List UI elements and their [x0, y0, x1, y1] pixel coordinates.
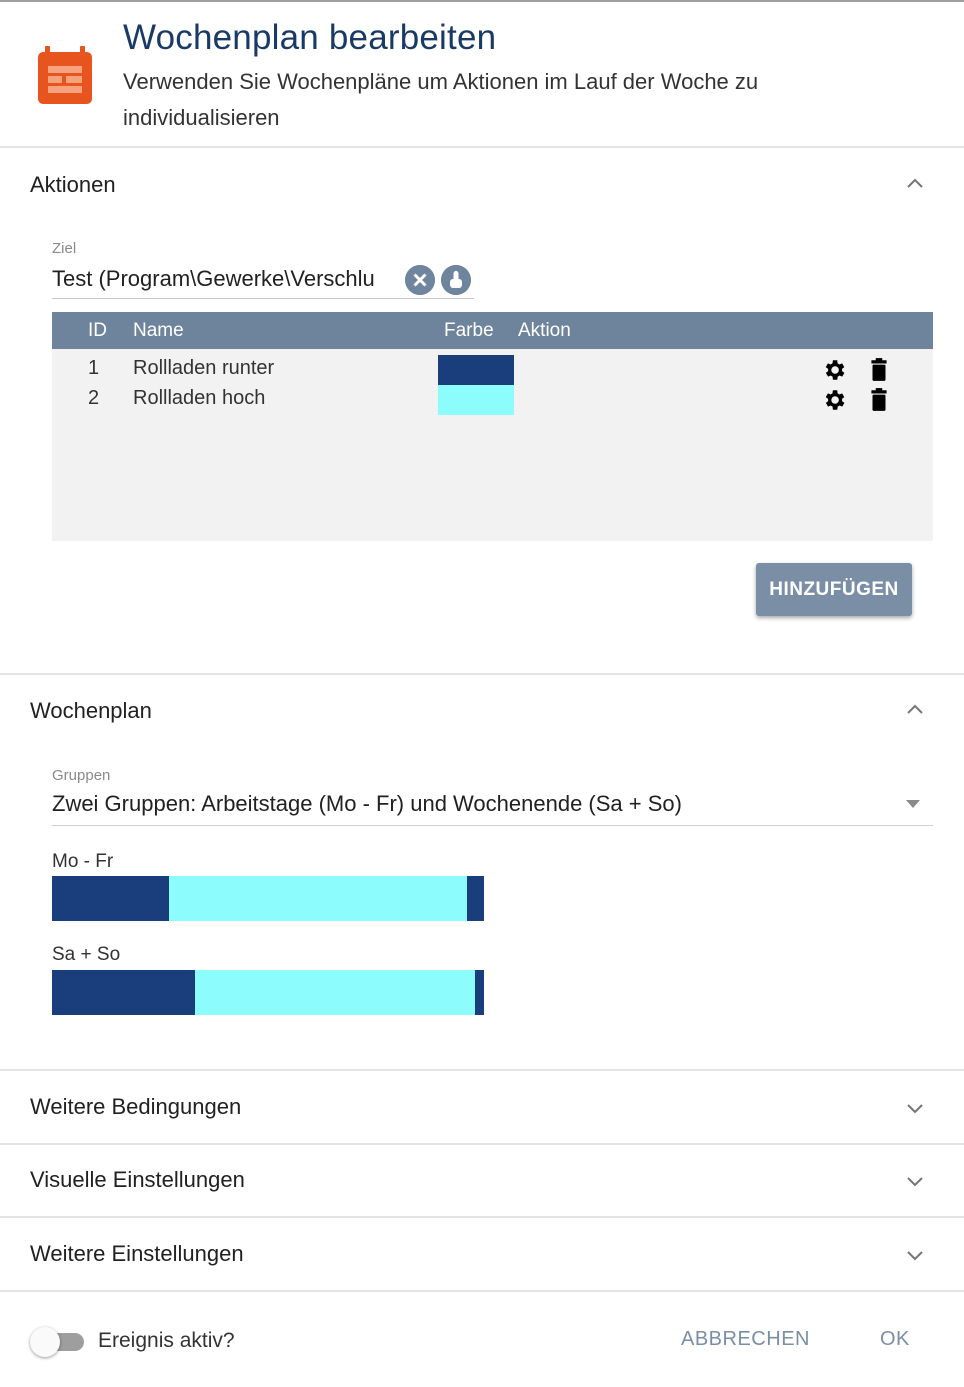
section-title: Weitere Einstellungen — [30, 1241, 244, 1266]
trash-icon[interactable] — [866, 387, 892, 413]
top-border — [0, 0, 964, 2]
toggle-label: Ereignis aktiv? — [98, 1329, 235, 1352]
gear-icon[interactable] — [821, 387, 847, 413]
ok-button[interactable]: OK — [880, 1328, 910, 1350]
timeline-bar-weekdays[interactable] — [52, 876, 484, 921]
section-title-aktionen[interactable]: Aktionen — [30, 172, 116, 197]
select-pointer-icon[interactable] — [441, 265, 471, 295]
timeline-bar-weekend[interactable] — [52, 970, 484, 1015]
clear-icon[interactable] — [405, 265, 435, 295]
section-title: Visuelle Einstellungen — [30, 1167, 245, 1192]
chevron-down-icon[interactable] — [903, 1096, 927, 1120]
section-visuelle-einstellungen[interactable]: Visuelle Einstellungen — [0, 1145, 964, 1217]
column-header-id: ID — [88, 320, 107, 341]
divider — [0, 1143, 964, 1145]
event-active-toggle[interactable] — [30, 1325, 86, 1357]
divider — [0, 673, 964, 675]
trash-icon[interactable] — [866, 357, 892, 383]
table-row[interactable]: 2 Rollladen hoch — [52, 385, 933, 415]
chevron-up-icon[interactable] — [903, 698, 927, 722]
timeline-segment[interactable] — [466, 876, 484, 921]
section-weitere-bedingungen[interactable]: Weitere Bedingungen — [0, 1072, 964, 1144]
dialog-subtitle: Verwenden Sie Wochenpläne um Aktionen im… — [123, 69, 759, 130]
select-underline — [52, 825, 933, 826]
dropdown-arrow-icon[interactable] — [906, 800, 920, 808]
row-id: 1 — [88, 357, 100, 379]
calendar-icon — [38, 46, 92, 104]
chevron-down-icon[interactable] — [903, 1169, 927, 1193]
column-header-name: Name — [133, 320, 184, 341]
ziel-label: Ziel — [52, 240, 77, 257]
divider — [0, 1216, 964, 1218]
group-label-weekdays: Mo - Fr — [52, 851, 114, 872]
dialog-header: Wochenplan bearbeiten Verwenden Sie Woch… — [0, 2, 964, 146]
timeline-segment[interactable] — [52, 876, 169, 921]
gruppen-label: Gruppen — [52, 767, 111, 784]
color-swatch — [438, 385, 514, 415]
column-header-aktion: Aktion — [518, 320, 571, 341]
timeline-segment[interactable] — [475, 970, 484, 1015]
column-header-farbe: Farbe — [444, 320, 494, 341]
add-action-button[interactable]: HINZUFÜGEN — [756, 563, 912, 616]
table-header: ID Name Farbe Aktion — [52, 312, 933, 349]
timeline-segment[interactable] — [168, 876, 467, 921]
group-label-weekend: Sa + So — [52, 944, 121, 965]
divider — [0, 146, 964, 148]
color-swatch — [438, 355, 514, 385]
toggle-thumb — [30, 1327, 60, 1357]
row-id: 2 — [88, 387, 100, 409]
chevron-up-icon[interactable] — [903, 172, 927, 196]
actions-table: ID Name Farbe Aktion 1 Rollladen runter … — [52, 312, 933, 541]
ziel-underline — [52, 298, 474, 299]
divider — [0, 1290, 964, 1292]
gruppen-select[interactable]: Zwei Gruppen: Arbeitstage (Mo - Fr) und … — [52, 791, 682, 816]
cancel-button[interactable]: ABBRECHEN — [681, 1328, 810, 1350]
divider — [0, 1069, 964, 1071]
dialog-title: Wochenplan bearbeiten — [123, 18, 497, 57]
timeline-segment[interactable] — [194, 970, 476, 1015]
section-title: Weitere Bedingungen — [30, 1094, 242, 1119]
ziel-field[interactable]: Test (Program\Gewerke\Verschlu — [52, 266, 375, 291]
table-row[interactable]: 1 Rollladen runter — [52, 355, 933, 385]
section-title-wochenplan[interactable]: Wochenplan — [30, 698, 152, 723]
row-name: Rollladen hoch — [133, 387, 266, 409]
row-name: Rollladen runter — [133, 357, 275, 379]
section-weitere-einstellungen[interactable]: Weitere Einstellungen — [0, 1219, 964, 1291]
timeline-segment[interactable] — [52, 970, 195, 1015]
gear-icon[interactable] — [821, 357, 847, 383]
chevron-down-icon[interactable] — [903, 1243, 927, 1267]
